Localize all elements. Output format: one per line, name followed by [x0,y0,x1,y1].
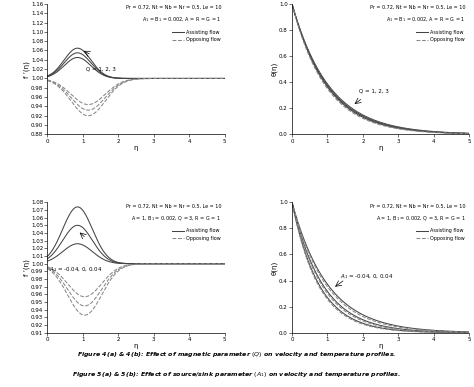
Y-axis label: f ’(η): f ’(η) [23,61,29,77]
Text: A = 1, B$_1$ = 0.002, Q = 3, R = G = 1: A = 1, B$_1$ = 0.002, Q = 3, R = G = 1 [376,214,466,223]
Y-axis label: f ’(η): f ’(η) [23,259,29,276]
Text: A$_1$ = B$_1$ = 0.002, A = R = G = 1: A$_1$ = B$_1$ = 0.002, A = R = G = 1 [386,15,466,24]
Text: $A_1$ = -0.04, 0, 0.04: $A_1$ = -0.04, 0, 0.04 [340,272,393,281]
Text: Pr = 0.72, Nt = Nb = Nr = 0.5, Le = 10: Pr = 0.72, Nt = Nb = Nr = 0.5, Le = 10 [126,5,221,10]
Legend: Assisting flow, Opposing flow: Assisting flow, Opposing flow [416,228,465,241]
Y-axis label: θ(η): θ(η) [271,62,278,76]
Text: Pr = 0.72, Nt = Nb = Nr = 0.5, Le = 10: Pr = 0.72, Nt = Nb = Nr = 0.5, Le = 10 [370,204,466,209]
Text: Figure 5(a) & 5(b): Effect of source/sink parameter $(A_1)$ on velocity and temp: Figure 5(a) & 5(b): Effect of source/sin… [73,370,401,378]
X-axis label: η: η [134,145,138,151]
X-axis label: η: η [134,343,138,349]
Legend: Assisting flow, Opposing flow: Assisting flow, Opposing flow [416,30,465,42]
Text: Pr = 0.72, Nt = Nb = Nr = 0.5, Le = 10: Pr = 0.72, Nt = Nb = Nr = 0.5, Le = 10 [126,204,221,209]
Y-axis label: θ(η): θ(η) [271,260,278,275]
Text: Q = 1, 2, 3: Q = 1, 2, 3 [86,67,116,72]
X-axis label: η: η [378,343,383,349]
Text: Pr = 0.72, Nt = Nb = Nr = 0.5, Le = 10: Pr = 0.72, Nt = Nb = Nr = 0.5, Le = 10 [370,5,466,10]
Text: A = 1, B$_1$ = 0.002, Q = 3, R = G = 1: A = 1, B$_1$ = 0.002, Q = 3, R = G = 1 [131,214,221,223]
Text: Q = 1, 2, 3: Q = 1, 2, 3 [359,89,389,94]
Legend: Assisting flow, Opposing flow: Assisting flow, Opposing flow [172,228,220,241]
Legend: Assisting flow, Opposing flow: Assisting flow, Opposing flow [172,30,220,42]
Text: A$_1$ = B$_1$ = 0.002, A = R = G = 1: A$_1$ = B$_1$ = 0.002, A = R = G = 1 [142,15,221,24]
X-axis label: η: η [378,145,383,151]
Text: $A_1$ = -0.04, 0, 0.04: $A_1$ = -0.04, 0, 0.04 [49,265,103,274]
Text: Figure 4(a) & 4(b): Effect of magnetic parameter $(Q)$ on velocity and temperatu: Figure 4(a) & 4(b): Effect of magnetic p… [77,350,397,359]
